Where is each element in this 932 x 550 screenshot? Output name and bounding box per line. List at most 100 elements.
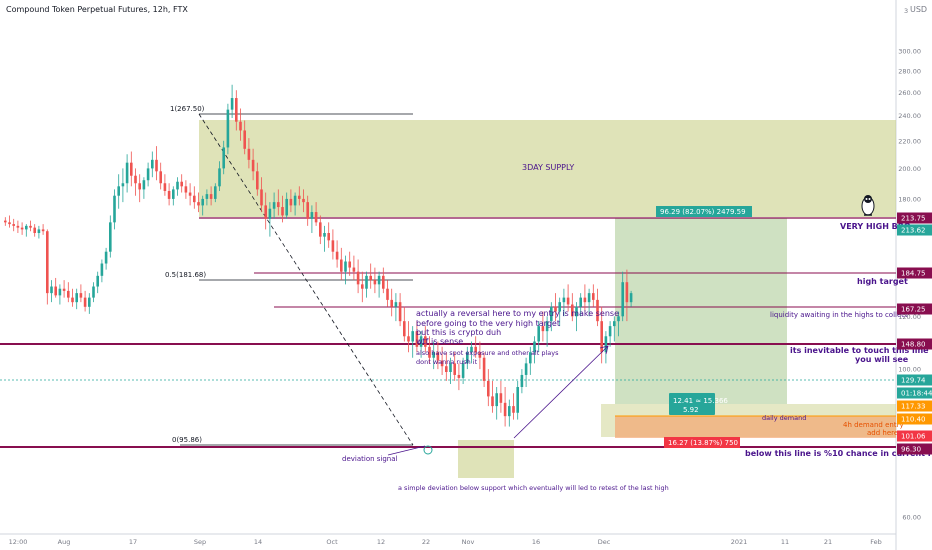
candle-body (508, 406, 511, 417)
candle-body (176, 181, 179, 190)
candle-body (96, 275, 99, 287)
penguin-icon (861, 195, 875, 216)
price-tag-box (897, 267, 932, 279)
high-target-label: high target (857, 277, 908, 286)
x-tick-label: 11 (781, 538, 789, 546)
candle-body (218, 168, 221, 187)
candle-body (298, 195, 301, 199)
price-tag-label: 184.75 (901, 270, 926, 278)
y-tick-label: 220.00 (898, 137, 921, 145)
deviation-zone (458, 440, 514, 478)
candle-body (243, 130, 246, 149)
candle-body (209, 194, 213, 199)
candle-body (587, 293, 591, 303)
candle-body (604, 336, 608, 353)
candle-body (272, 202, 276, 209)
candle-body (92, 286, 95, 298)
price-tag-label: 117.33 (901, 403, 926, 411)
deviation-marker (423, 445, 433, 455)
x-tick-label: 17 (129, 538, 137, 546)
deviation-note-label: a simple deviation below support which e… (398, 484, 669, 492)
candle-body (617, 316, 620, 322)
candle-body (33, 227, 36, 234)
fib-label-0: 0(95.86) (172, 436, 202, 444)
candle-body (163, 183, 167, 191)
candle-body (356, 271, 360, 285)
x-tick-label: 21 (824, 538, 832, 546)
candle-body (277, 202, 280, 208)
candle-body (146, 168, 150, 181)
x-tick-label: Oct (326, 538, 338, 546)
candle-body (327, 233, 330, 241)
candle-body (529, 352, 532, 364)
candle-body (184, 186, 188, 193)
candle-body (142, 180, 146, 190)
price-tag-box (897, 374, 932, 386)
price-tag-label: 213.62 (901, 227, 926, 235)
candle-body (83, 297, 87, 307)
candle-body (545, 321, 549, 332)
spot-line-1: also have spot exposure and other alt pl… (416, 349, 559, 357)
candle-body (377, 275, 381, 285)
candle-body (201, 198, 204, 206)
fib-trend-line (198, 113, 414, 446)
candle-body (71, 297, 74, 303)
x-tick-label: 16 (532, 538, 540, 546)
price-tag-box (897, 413, 932, 425)
candle-body (335, 251, 339, 260)
candle-body (125, 162, 129, 184)
fib-label-05: 0.5(181.68) (165, 271, 206, 279)
candle-body (331, 240, 335, 252)
candle-body (319, 222, 322, 237)
time-axis[interactable]: 12:00 Aug 17 Sep 14 Oct 12 22 Nov 16 Dec 2021 11 21 Fe… (9, 538, 882, 546)
candle-body (600, 321, 603, 353)
candle-body (113, 195, 116, 223)
candle-body (424, 336, 427, 347)
candle-body (155, 159, 158, 172)
y-tick-label: 260.00 (898, 89, 921, 97)
target-stats-tag: 96.29 (82.07%) 2479.59 (656, 206, 752, 217)
candle-body (621, 282, 624, 317)
candle-body (20, 227, 24, 230)
candle-body (256, 171, 259, 190)
candle-body (214, 186, 217, 199)
x-tick-label: Sep (194, 538, 206, 546)
candle-body (344, 261, 347, 272)
very-high-label: VERY HIGH BRO (840, 222, 911, 231)
price-tag-label: 96.30 (901, 446, 921, 454)
price-tag-label: 110.40 (901, 416, 926, 424)
candle-body (482, 357, 486, 381)
candle-body (138, 183, 141, 190)
candle-body (403, 321, 406, 337)
candle-body (537, 326, 540, 342)
candle-body (100, 263, 104, 276)
candle-body (562, 297, 566, 303)
deviation-arrow (387, 445, 426, 456)
y-tick-label: 180.00 (898, 195, 921, 203)
candle-body (268, 208, 272, 219)
candle-body (62, 288, 66, 291)
chart-title: Compound Token Perpetual Futures, 12h, F… (6, 5, 188, 14)
candle-body (4, 220, 7, 223)
svg-text:5.92: 5.92 (683, 406, 699, 414)
candle-body (592, 293, 595, 300)
reversal-line-3: but this is crypto duh (416, 328, 501, 337)
candle-body (579, 297, 582, 307)
svg-text:12.41 ≈ 15.366: 12.41 ≈ 15.366 (673, 397, 728, 405)
candle-body (382, 275, 385, 289)
candle-body (151, 159, 154, 169)
candle-body (172, 189, 175, 199)
candle-body (264, 205, 267, 219)
candle-body (193, 195, 196, 203)
svg-text:16.27 (13.87%) 750: 16.27 (13.87%) 750 (668, 439, 738, 447)
candle-body (340, 259, 343, 272)
candle-body (478, 352, 482, 358)
demand-4h-line-1: 4h demand entry (843, 421, 904, 429)
candle-body (205, 194, 209, 199)
inevitable-line-1: its inevitable to touch this line (790, 346, 929, 355)
price-tag-box (897, 430, 932, 442)
candle-body (104, 251, 108, 264)
x-tick-label: 2021 (731, 538, 748, 546)
candle-body (390, 299, 393, 307)
